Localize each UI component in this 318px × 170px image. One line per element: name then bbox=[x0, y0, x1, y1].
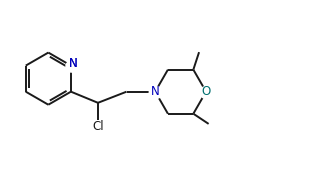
Text: N: N bbox=[69, 57, 78, 70]
Text: O: O bbox=[201, 85, 211, 98]
Text: N: N bbox=[69, 57, 78, 70]
Text: N: N bbox=[151, 85, 160, 98]
Text: Cl: Cl bbox=[92, 120, 104, 133]
